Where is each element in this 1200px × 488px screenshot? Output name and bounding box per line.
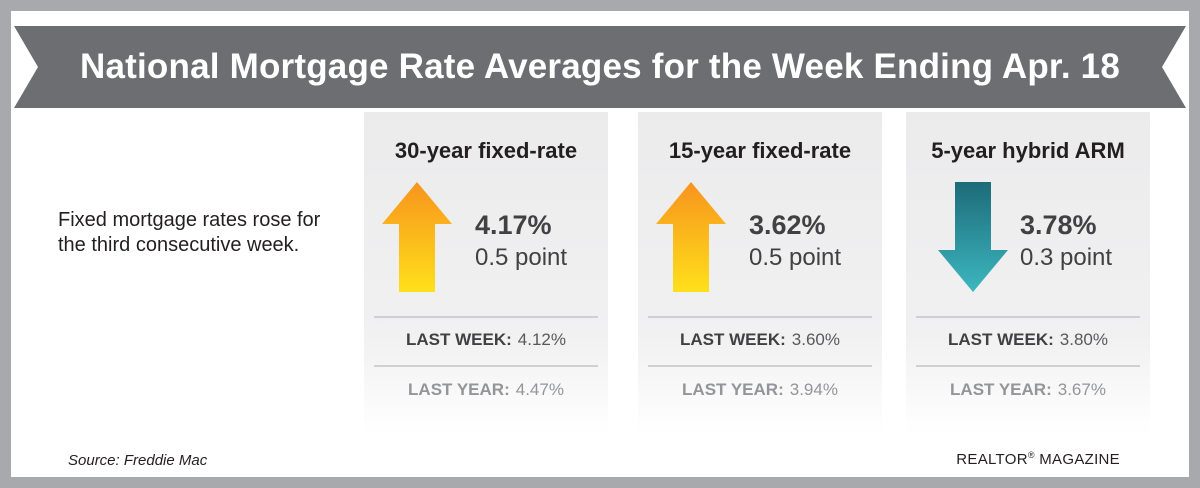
arrow-down-icon — [938, 182, 1008, 292]
banner-ribbon — [14, 26, 1186, 108]
current-rate: 3.78% — [1020, 210, 1097, 240]
last-year-row: LAST YEAR: 3.94% — [638, 380, 882, 400]
last-year-row: LAST YEAR: 4.47% — [364, 380, 608, 400]
page-title: National Mortgage Rate Averages for the … — [80, 47, 1120, 86]
divider — [374, 365, 598, 367]
registered-mark: ® — [1027, 450, 1035, 460]
source-credit: Source: Freddie Mac — [68, 452, 208, 469]
last-week-value: 3.60% — [791, 330, 840, 349]
last-year-value: 3.94% — [789, 380, 838, 399]
rate-card-15-year: 15-year fixed-rate 3.62% 0.5 point LAST … — [638, 112, 882, 434]
current-rate: 3.62% — [749, 210, 826, 240]
last-week-value: 3.80% — [1059, 330, 1108, 349]
divider — [916, 316, 1140, 318]
last-week-label: LAST WEEK: — [680, 330, 786, 349]
card-title: 5-year hybrid ARM — [931, 138, 1125, 163]
last-week-row: LAST WEEK: 3.60% — [638, 330, 882, 350]
title-banner: National Mortgage Rate Averages for the … — [14, 26, 1186, 108]
brand-name: REALTOR — [956, 451, 1028, 468]
last-week-row: LAST WEEK: 4.12% — [364, 330, 608, 350]
last-week-row: LAST WEEK: 3.80% — [906, 330, 1150, 350]
last-year-label: LAST YEAR: — [682, 380, 784, 399]
last-year-value: 3.67% — [1057, 380, 1106, 399]
arrow-up-icon — [382, 182, 452, 292]
divider — [374, 316, 598, 318]
rate-change: 0.5 point — [475, 244, 568, 271]
current-rate: 4.17% — [475, 210, 552, 240]
last-week-value: 4.12% — [517, 330, 566, 349]
arrow-up-icon — [656, 182, 726, 292]
last-week-label: LAST WEEK: — [406, 330, 512, 349]
brand-suffix: MAGAZINE — [1034, 451, 1120, 468]
divider — [916, 365, 1140, 367]
divider — [648, 316, 872, 318]
last-week-label: LAST WEEK: — [948, 330, 1054, 349]
divider — [648, 365, 872, 367]
last-year-label: LAST YEAR: — [408, 380, 510, 399]
rate-card-5-year-arm: 5-year hybrid ARM 3.78% 0.3 point LAST W… — [906, 112, 1150, 434]
card-title: 30-year fixed-rate — [394, 138, 578, 163]
rate-change: 0.3 point — [1020, 244, 1113, 271]
last-year-value: 4.47% — [515, 380, 564, 399]
brand-credit: REALTOR® MAGAZINE — [956, 450, 1120, 468]
last-year-label: LAST YEAR: — [950, 380, 1052, 399]
intro-text: Fixed mortgage rates rose for the third … — [58, 209, 321, 256]
last-year-row: LAST YEAR: 3.67% — [906, 380, 1150, 400]
rate-card-30-year: 30-year fixed-rate 4.17% 0.5 point LAST … — [364, 112, 608, 434]
rate-change: 0.5 point — [749, 244, 842, 271]
card-title: 15-year fixed-rate — [668, 138, 852, 163]
